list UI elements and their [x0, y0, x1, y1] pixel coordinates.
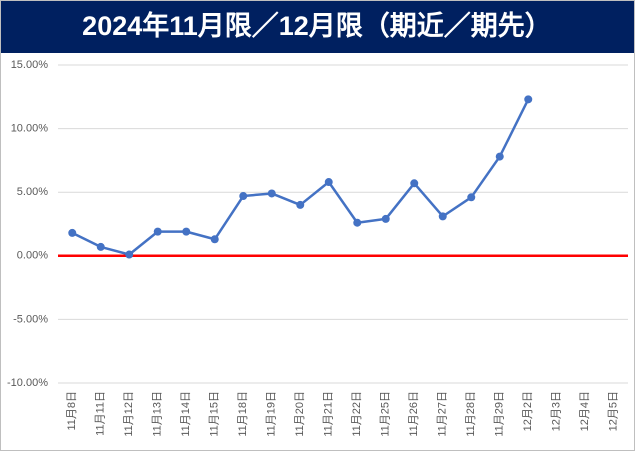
x-tick-label: 11月27日 — [437, 391, 449, 437]
x-tick-label: 11月15日 — [209, 391, 221, 437]
point — [353, 218, 362, 227]
point — [239, 192, 248, 201]
title-bar — [1, 1, 634, 53]
x-tick-label: 11月14日 — [180, 391, 192, 437]
x-tick-label: 12月2日 — [522, 391, 534, 431]
point — [68, 228, 77, 237]
point — [296, 200, 305, 209]
point — [96, 242, 105, 251]
x-tick-label: 11月28日 — [465, 391, 477, 437]
x-tick-label: 11月8日 — [66, 391, 78, 431]
x-tick-label: 11月12日 — [123, 391, 135, 437]
y-tick-label: 0.00% — [17, 250, 48, 262]
x-tick-label: 12月4日 — [579, 391, 591, 431]
point — [324, 178, 333, 187]
point — [125, 250, 134, 259]
point — [438, 212, 447, 221]
point — [267, 189, 276, 198]
x-tick-label: 12月5日 — [608, 391, 620, 431]
y-tick-label: -5.00% — [13, 313, 48, 325]
x-tick-label: 11月29日 — [494, 391, 506, 437]
x-tick-label: 11月20日 — [294, 391, 306, 437]
point — [467, 193, 476, 202]
x-tick-label: 11月26日 — [408, 391, 420, 437]
y-tick-label: -10.00% — [7, 377, 48, 389]
point — [524, 95, 533, 104]
x-tick-label: 12月3日 — [551, 391, 563, 431]
y-tick-label: 15.00% — [11, 59, 49, 71]
x-tick-label: 11月25日 — [380, 391, 392, 437]
x-tick-label: 11月19日 — [266, 391, 278, 437]
x-tick-label: 11月21日 — [323, 391, 335, 437]
point — [495, 152, 504, 161]
point — [410, 179, 419, 188]
point — [182, 227, 191, 236]
point — [381, 214, 390, 223]
x-tick-label: 11月11日 — [95, 391, 107, 436]
x-tick-label: 11月13日 — [152, 391, 164, 437]
y-tick-label: 5.00% — [17, 186, 48, 198]
y-tick-label: 10.00% — [11, 123, 49, 135]
chart-title: 2024年11月限／12月限（期近／期先） — [82, 10, 552, 41]
x-tick-label: 11月18日 — [237, 391, 249, 437]
x-tick-label: 11月22日 — [351, 391, 363, 437]
point — [153, 227, 162, 236]
point — [210, 235, 219, 244]
